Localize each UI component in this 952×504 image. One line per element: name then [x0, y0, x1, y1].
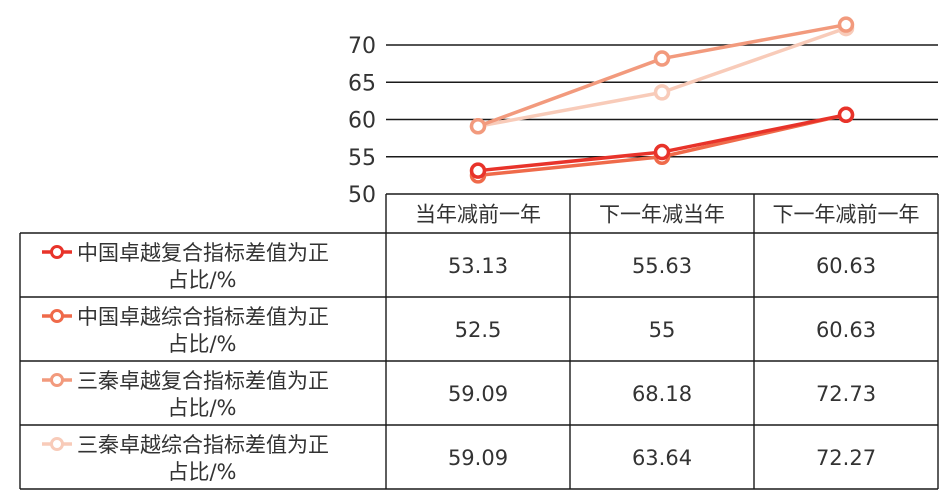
- series-4-value-1: 59.09: [448, 446, 508, 470]
- series-label-1-line-1: 中国卓越复合指标差值为正: [77, 241, 329, 265]
- series-label-2-line-1: 中国卓越综合指标差值为正: [77, 305, 329, 329]
- series-1-point-3: [837, 106, 855, 124]
- series-4-value-3: 72.27: [816, 446, 876, 470]
- series-label-4-line-2: 占比/%: [167, 460, 236, 484]
- series-2-value-1: 52.5: [455, 318, 502, 342]
- legend-marker-dot-2: [50, 309, 64, 323]
- series-4-point-2: [653, 84, 671, 101]
- series-1-value-2: 55.63: [632, 254, 692, 278]
- series-label-2: 中国卓越综合指标差值为正占比/%: [77, 305, 329, 356]
- series-label-2-line-2: 占比/%: [167, 332, 236, 356]
- series-1-point-1: [469, 162, 487, 179]
- series-label-4: 三秦卓越综合指标差值为正占比/%: [77, 433, 329, 484]
- category-label-1: 当年减前一年: [415, 203, 541, 227]
- series-1-value-1: 53.13: [448, 254, 508, 278]
- series-3-point-3: [837, 16, 855, 33]
- series-2-value-3: 60.63: [816, 318, 876, 342]
- series-3-value-2: 68.18: [632, 382, 692, 406]
- series-label-3: 三秦卓越复合指标差值为正占比/%: [77, 369, 329, 420]
- series-line-4: [477, 26, 847, 129]
- y-tick-label-55: 55: [348, 146, 376, 171]
- legend-marker-dot-4: [50, 437, 64, 451]
- y-tick-label-65: 65: [348, 71, 376, 96]
- legend-marker-dot-3: [50, 373, 64, 387]
- y-tick-label-50: 50: [348, 183, 376, 208]
- series-4-value-2: 63.64: [632, 446, 692, 470]
- series-line-3: [477, 22, 847, 128]
- legend-marker-dot-1: [50, 245, 64, 259]
- series-label-1: 中国卓越复合指标差值为正占比/%: [77, 241, 329, 292]
- y-tick-label-70: 70: [348, 34, 376, 59]
- series-label-3-line-2: 占比/%: [167, 396, 236, 420]
- series-label-4-line-1: 三秦卓越综合指标差值为正: [77, 433, 329, 457]
- category-label-2: 下一年减当年: [599, 203, 725, 227]
- series-label-3-line-1: 三秦卓越复合指标差值为正: [77, 369, 329, 393]
- category-label-3: 下一年减前一年: [773, 203, 920, 227]
- series-1-point-2: [653, 143, 671, 161]
- series-2-value-2: 55: [649, 318, 676, 342]
- series-lines: [469, 16, 855, 184]
- series-label-1-line-2: 占比/%: [167, 268, 236, 292]
- series-3-point-2: [653, 50, 671, 67]
- series-3-value-3: 72.73: [816, 382, 876, 406]
- series-3-point-1: [469, 118, 487, 135]
- y-axis-tick-labels: 50 55 60 65 70: [348, 34, 376, 208]
- y-tick-label-60: 60: [348, 109, 376, 134]
- series-1-value-3: 60.63: [816, 254, 876, 278]
- series-3-value-1: 59.09: [448, 382, 508, 406]
